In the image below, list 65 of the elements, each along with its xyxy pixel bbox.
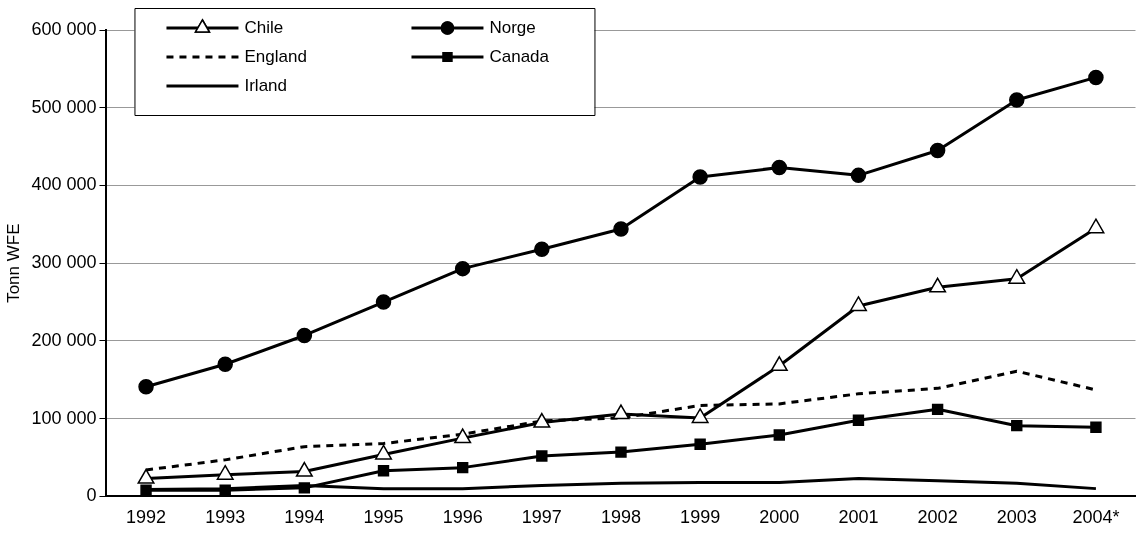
point xyxy=(137,468,155,484)
point xyxy=(1009,92,1025,108)
point xyxy=(140,484,152,496)
x-tick-label: 1992 xyxy=(126,507,167,528)
y-tick-label: 100 000 xyxy=(31,407,97,428)
x-tick-label: 1998 xyxy=(600,507,642,528)
point xyxy=(849,296,867,312)
legend-label: England xyxy=(244,46,307,66)
y-tick-label: 300 000 xyxy=(31,252,97,273)
point xyxy=(615,446,627,458)
point xyxy=(298,482,311,494)
point xyxy=(691,408,709,424)
point xyxy=(1008,269,1026,284)
legend-label: Norge xyxy=(489,17,536,37)
x-tick-label: 1996 xyxy=(442,507,483,528)
point xyxy=(1088,69,1104,86)
point xyxy=(692,169,708,185)
legend-label: Canada xyxy=(489,46,550,66)
point xyxy=(852,414,865,426)
point xyxy=(295,461,313,477)
point xyxy=(454,260,471,277)
point xyxy=(375,294,392,310)
point xyxy=(929,277,947,293)
x-tick-label: 2004* xyxy=(1072,507,1120,528)
point xyxy=(771,159,788,176)
legend-label: Irland xyxy=(244,75,287,95)
x-tick-label: 1995 xyxy=(363,507,404,528)
x-tick-label: 2000 xyxy=(759,507,800,528)
x-tick-label: 2003 xyxy=(996,507,1037,528)
point xyxy=(929,142,946,159)
point xyxy=(931,403,944,416)
x-tick-label: 1999 xyxy=(680,507,721,528)
point xyxy=(536,450,548,462)
y-tick-label: 400 000 xyxy=(31,174,97,195)
point xyxy=(613,221,629,237)
point xyxy=(456,461,469,474)
point xyxy=(612,404,630,420)
point xyxy=(374,444,393,460)
point xyxy=(296,327,313,344)
legend-label: Chile xyxy=(244,17,284,37)
point xyxy=(454,428,472,444)
x-tick-label: 2002 xyxy=(917,507,958,528)
x-tick-label: 1994 xyxy=(284,507,325,528)
point xyxy=(216,464,234,480)
y-tick-label: 600 000 xyxy=(31,18,97,39)
point xyxy=(1011,419,1023,432)
point xyxy=(1087,218,1105,234)
x-tick-label: 1997 xyxy=(521,507,562,528)
y-tick-label: 200 000 xyxy=(31,329,97,350)
point xyxy=(850,167,867,184)
point xyxy=(770,356,788,372)
point xyxy=(219,484,231,496)
point xyxy=(1090,421,1102,433)
point xyxy=(377,465,390,477)
point xyxy=(138,379,154,395)
x-tick-label: 1993 xyxy=(205,507,246,528)
y-tick-label: 0 xyxy=(86,485,97,506)
x-tick-label: 2001 xyxy=(838,507,879,528)
point xyxy=(533,412,551,428)
point xyxy=(534,241,550,257)
y-axis-title: Tonn WFE xyxy=(3,223,23,303)
point xyxy=(217,356,233,372)
point xyxy=(773,429,785,441)
y-tick-label: 500 000 xyxy=(31,96,97,117)
point xyxy=(694,438,706,451)
